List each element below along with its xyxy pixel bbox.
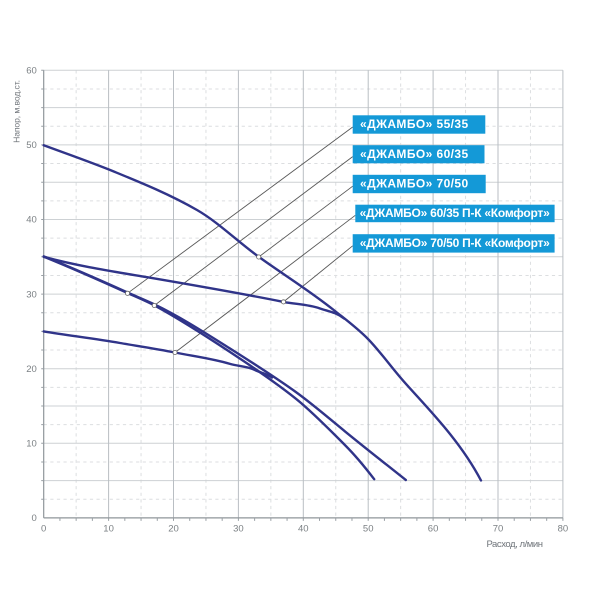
svg-text:30: 30 bbox=[26, 289, 37, 300]
svg-text:20: 20 bbox=[26, 364, 37, 375]
svg-text:0: 0 bbox=[41, 524, 46, 535]
svg-text:60: 60 bbox=[428, 524, 439, 535]
svg-text:50: 50 bbox=[363, 524, 374, 535]
svg-text:70: 70 bbox=[493, 524, 504, 535]
svg-text:«ДЖАМБО» 55/35: «ДЖАМБО» 55/35 bbox=[360, 117, 469, 131]
svg-text:Напор, м.вод.ст.: Напор, м.вод.ст. bbox=[12, 80, 22, 143]
svg-text:20: 20 bbox=[168, 524, 179, 535]
svg-text:80: 80 bbox=[558, 524, 569, 535]
svg-text:40: 40 bbox=[298, 524, 309, 535]
svg-text:60: 60 bbox=[26, 66, 37, 77]
svg-text:10: 10 bbox=[26, 439, 37, 450]
svg-text:30: 30 bbox=[233, 524, 244, 535]
svg-text:«ДЖАМБО» 60/35 П-К «Комфорт»: «ДЖАМБО» 60/35 П-К «Комфорт» bbox=[360, 206, 550, 220]
svg-text:10: 10 bbox=[103, 524, 114, 535]
svg-text:«ДЖАМБО» 60/35: «ДЖАМБО» 60/35 bbox=[360, 147, 469, 161]
svg-text:50: 50 bbox=[26, 140, 37, 151]
svg-text:«ДЖАМБО» 70/50: «ДЖАМБО» 70/50 bbox=[360, 177, 469, 191]
svg-text:Расход, л/мин: Расход, л/мин bbox=[486, 539, 542, 550]
svg-text:«ДЖАМБО» 70/50 П-К «Комфорт»: «ДЖАМБО» 70/50 П-К «Комфорт» bbox=[360, 236, 550, 250]
svg-text:0: 0 bbox=[32, 513, 37, 524]
svg-text:40: 40 bbox=[26, 215, 37, 226]
